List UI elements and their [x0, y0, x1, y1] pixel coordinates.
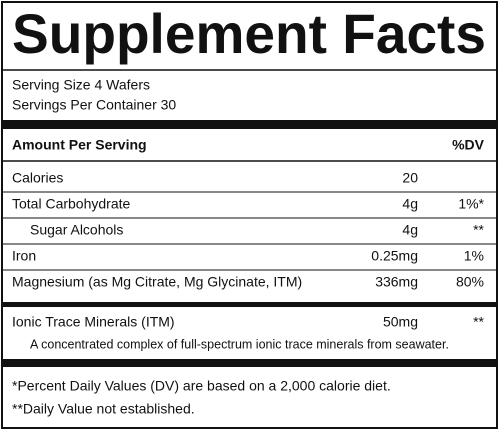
- nutrient-name: Iron: [12, 248, 36, 264]
- blend-dv: **: [473, 314, 484, 330]
- nutrient-amount: 20: [402, 170, 418, 186]
- nutrient-name: Total Carbohydrate: [12, 196, 131, 212]
- footnote: **Daily Value not established.: [12, 401, 195, 417]
- thick-bar: [2, 359, 497, 367]
- nutrient-dv: **: [473, 222, 484, 238]
- header-amount: Amount Per Serving: [12, 137, 147, 153]
- serving-size: Serving Size 4 Wafers: [12, 77, 150, 93]
- nutrient-name: Sugar Alcohols: [30, 222, 123, 238]
- blend-description: A concentrated complex of full-spectrum …: [30, 337, 449, 351]
- footnote: *Percent Daily Values (DV) are based on …: [12, 378, 391, 394]
- title: Supplement Facts: [12, 2, 486, 65]
- nutrient-name: Magnesium (as Mg Citrate, Mg Glycinate, …: [12, 274, 302, 290]
- blend-name: Ionic Trace Minerals (ITM): [12, 314, 175, 330]
- nutrient-dv: 80%: [456, 274, 484, 290]
- header-dv: %DV: [452, 137, 485, 153]
- nutrient-amount: 4g: [402, 222, 418, 238]
- nutrient-dv: 1%*: [458, 196, 484, 212]
- nutrient-amount: 4g: [402, 196, 418, 212]
- nutrient-amount: 0.25mg: [371, 248, 418, 264]
- servings-per-container: Servings Per Container 30: [12, 97, 176, 113]
- nutrient-dv: 1%: [464, 248, 484, 264]
- thick-bar: [2, 302, 497, 307]
- thick-bar: [2, 120, 497, 129]
- nutrient-name: Calories: [12, 170, 63, 186]
- blend-amount: 50mg: [383, 314, 418, 330]
- nutrient-amount: 336mg: [375, 274, 418, 290]
